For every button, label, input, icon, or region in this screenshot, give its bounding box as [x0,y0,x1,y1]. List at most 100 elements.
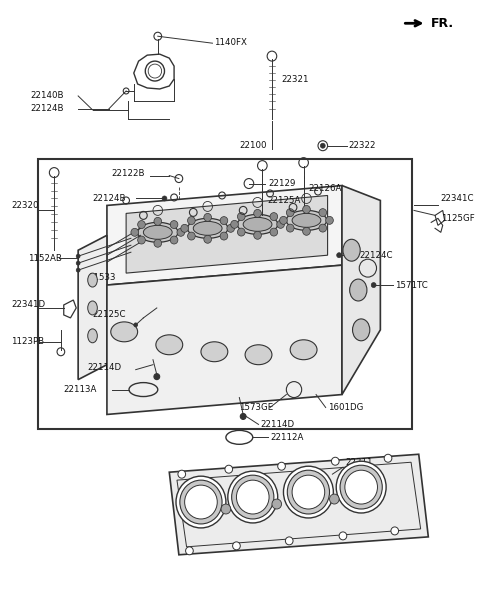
Ellipse shape [144,225,172,239]
Polygon shape [107,185,342,285]
Text: 22322: 22322 [348,141,376,150]
Text: 11533: 11533 [88,272,115,281]
Circle shape [177,228,185,236]
Ellipse shape [156,335,183,355]
Circle shape [131,228,139,236]
Circle shape [204,235,212,243]
Circle shape [319,224,326,232]
Circle shape [336,253,341,257]
Circle shape [176,476,226,528]
Ellipse shape [201,342,228,362]
Circle shape [303,227,311,235]
Circle shape [325,216,333,224]
Circle shape [180,480,222,524]
Text: 22129: 22129 [268,179,296,188]
Ellipse shape [88,329,97,343]
Circle shape [220,216,228,225]
Circle shape [76,261,80,265]
Text: 1123PB: 1123PB [11,337,44,346]
Circle shape [227,224,235,232]
Text: 22124B: 22124B [93,194,126,203]
Ellipse shape [188,218,228,238]
Text: 1573GE: 1573GE [240,403,274,412]
Text: 22122B: 22122B [112,169,145,178]
Circle shape [292,475,324,509]
Circle shape [277,221,285,228]
Circle shape [134,323,138,327]
Text: 22124C: 22124C [359,251,393,260]
Circle shape [272,499,282,509]
Text: 22114D: 22114D [88,363,122,372]
Circle shape [233,542,240,550]
Circle shape [76,268,80,272]
Text: 1601DG: 1601DG [327,403,363,412]
Circle shape [254,209,262,218]
Text: 22321: 22321 [282,74,309,83]
Ellipse shape [88,273,97,287]
Circle shape [162,196,167,201]
Circle shape [138,236,145,244]
Text: 22320: 22320 [11,201,38,210]
Circle shape [186,547,193,555]
Text: 22112A: 22112A [270,433,303,442]
Circle shape [188,216,195,225]
Text: 22125A: 22125A [267,196,300,205]
Text: 1152AB: 1152AB [28,254,62,263]
Ellipse shape [292,213,321,227]
Polygon shape [169,454,428,555]
Ellipse shape [243,218,272,231]
Circle shape [237,480,269,514]
Circle shape [270,228,277,236]
Circle shape [303,206,311,213]
Circle shape [287,224,294,232]
Circle shape [371,283,376,287]
Text: 22341D: 22341D [11,300,45,309]
Bar [38,159,412,429]
Polygon shape [107,265,342,414]
Text: 22341C: 22341C [441,194,474,203]
Text: 22100: 22100 [240,141,267,150]
Circle shape [278,462,286,470]
Circle shape [138,221,145,228]
Ellipse shape [352,319,370,341]
Circle shape [339,532,347,540]
Polygon shape [342,185,380,395]
Text: 1140FX: 1140FX [215,38,247,46]
Circle shape [270,213,277,221]
Circle shape [232,475,274,519]
Circle shape [228,471,278,523]
Circle shape [391,527,398,535]
Ellipse shape [111,322,138,342]
Circle shape [287,209,294,216]
Ellipse shape [287,210,326,230]
Circle shape [178,470,186,478]
Polygon shape [78,235,107,380]
Circle shape [286,537,293,545]
Ellipse shape [138,222,178,242]
Ellipse shape [88,301,97,315]
Text: 22114D: 22114D [261,420,295,429]
Text: FR.: FR. [431,17,455,30]
Circle shape [336,461,386,513]
Ellipse shape [193,221,222,235]
Circle shape [238,213,245,221]
Circle shape [170,236,178,244]
Ellipse shape [349,279,367,301]
Circle shape [181,224,189,232]
Circle shape [231,221,239,228]
Text: 22126A: 22126A [309,184,342,193]
Circle shape [240,414,246,420]
Circle shape [345,470,377,504]
Circle shape [154,218,162,225]
Circle shape [329,494,339,504]
Circle shape [319,209,326,216]
Text: 1571TC: 1571TC [395,281,428,290]
Ellipse shape [238,215,278,234]
Ellipse shape [245,344,272,365]
Ellipse shape [343,239,360,261]
Text: 22311: 22311 [345,458,372,467]
Circle shape [284,466,333,518]
Text: 1125GF: 1125GF [441,214,475,223]
Circle shape [238,228,245,236]
Text: 22124B: 22124B [30,104,64,113]
